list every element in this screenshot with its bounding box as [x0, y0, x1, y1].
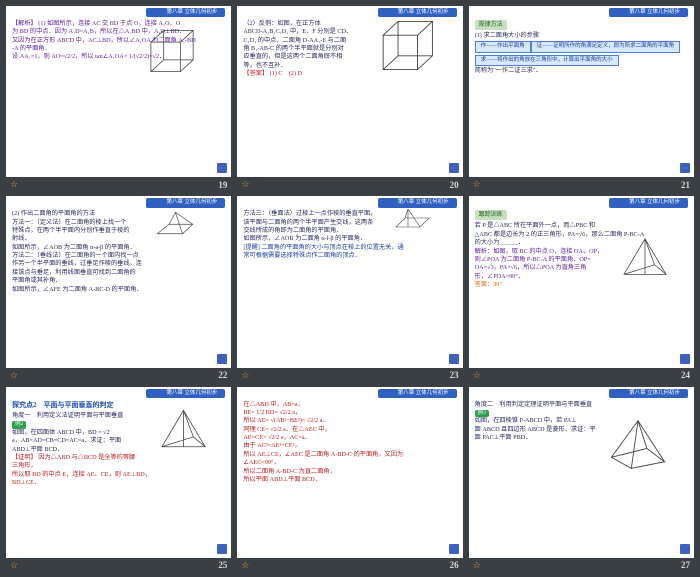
slide-label-row: ☆ 23 [237, 368, 462, 381]
slide-number: 26 [450, 560, 459, 570]
text-line: 三角形， [12, 462, 225, 470]
slide-footer-icon [217, 354, 227, 364]
slide-wrap: 第八章 立体几何初步角度二 利用判定定理证明平面与平面垂直例3 如图，在四棱锥 … [469, 387, 694, 571]
text-line: ∠AEC=90°， [243, 459, 456, 467]
text-line: 简称为"一作二证三求"． [475, 67, 688, 75]
slide-number: 19 [218, 180, 227, 190]
text-line: [提醒] 二面角的平面角的大小与顶点在棱上的位置无关，通 [243, 244, 456, 252]
example-badge: 例2 [12, 421, 26, 428]
slide-chapter-header: 第八章 立体几何初步 [146, 8, 225, 17]
text-line: 所以取 BD 的中点 E，连接 AE、CE，则 AE⊥BD， [12, 471, 225, 479]
slide-wrap: 第八章 立体几何初步规律方法 (1) 求二面角大小的步骤作——作出平面角证——证明… [469, 6, 694, 190]
slide-wrap: 第八章 立体几何初步（2）反例：如图，在正方体ABCD-A₁B₁C₁D₁ 中，E… [237, 6, 462, 190]
slide: 第八章 立体几何初步在△ABD 中，AB=a，BE= 1/2 BD= √2/2 … [237, 387, 462, 558]
text-line: 作另一个半平面的垂线，过垂足作棱的垂线，连 [12, 260, 225, 268]
text-line: (1) 求二面角大小的步骤 [475, 32, 688, 40]
slide-chapter-header: 第八章 立体几何初步 [609, 198, 688, 207]
slide-content: 在△ABD 中，AB=a，BE= 1/2 BD= √2/2 a，所以 AE= √… [243, 401, 456, 485]
slide-chapter-header: 第八章 立体几何初步 [609, 8, 688, 17]
slide-wrap: 第八章 立体几何初步探究点2 平面与平面垂直的判定角度一 利用定义法证明平面与平… [6, 387, 231, 571]
slide-label-row: ☆ 22 [6, 368, 231, 381]
text-line: BD⊥CE． [12, 479, 225, 487]
geometry-diagram [146, 26, 201, 76]
favorite-star-icon[interactable]: ☆ [10, 370, 18, 381]
method-step-box: 求——将作出的角放在三角形中，计算出平面角的大小 [475, 55, 619, 66]
slide-footer-icon [217, 163, 227, 173]
text-line: 同理 CE= √2/2 a．在△AEC 中， [243, 426, 456, 434]
slide: 第八章 立体几何初步（2）反例：如图，在正方体ABCD-A₁B₁C₁D₁ 中，E… [237, 6, 462, 177]
favorite-star-icon[interactable]: ☆ [241, 179, 249, 190]
slide-chapter-header: 第八章 立体几何初步 [609, 389, 688, 398]
text-line: 平面角或其补角． [12, 277, 225, 285]
method-step-box: 证——证明所作的角满足定义，即为所求二面角的平面角 [531, 41, 681, 52]
text-line: 若 P 是△ABC 所在平面外一点，而△PBC 和 [475, 222, 688, 230]
text-line: 角度二 利用判定定理证明平面与平面垂直 [475, 401, 688, 409]
geometry-diagram [146, 210, 208, 248]
text-line: 所以 AE⊥CE，∠AEC 是二面角 A-BD-C 的平面角，又因为 [243, 451, 456, 459]
section-label: 跟踪训练 [475, 210, 507, 220]
slide-label-row: ☆ 25 [6, 558, 231, 571]
slide: 第八章 立体几何初步探究点2 平面与平面垂直的判定角度一 利用定义法证明平面与平… [6, 387, 231, 558]
slide-label-row: ☆ 19 [6, 177, 231, 190]
slide-chapter-header: 第八章 立体几何初步 [146, 389, 225, 398]
slide-footer-icon [449, 354, 459, 364]
geometry-diagram [377, 18, 442, 73]
favorite-star-icon[interactable]: ☆ [473, 370, 481, 381]
slide: 第八章 立体几何初步规律方法 (1) 求二面角大小的步骤作——作出平面角证——证明… [469, 6, 694, 177]
slide-number: 23 [450, 370, 459, 380]
text-line: 所以 AE= √(AB²−BE²)= √2/2 a． [243, 417, 456, 425]
slide-label-row: ☆ 24 [469, 368, 694, 381]
slide-label-row: ☆ 21 [469, 177, 694, 190]
slide-footer-icon [680, 544, 690, 554]
geometry-diagram [382, 206, 440, 242]
slide-number: 25 [218, 560, 227, 570]
slide-label-row: ☆ 20 [237, 177, 462, 190]
slide-footer-icon [680, 354, 690, 364]
slide-number: 24 [681, 370, 690, 380]
text-line: 常可根据需要选择特殊点作二面角的顶点． [243, 252, 456, 260]
slide-number: 20 [450, 180, 459, 190]
slide-footer-icon [217, 544, 227, 554]
text-line: 在△ABD 中，AB=a， [243, 401, 456, 409]
slide: 第八章 立体几何初步【解析】 (1) 如图所示，连接 AC 交 BD 于点 O，… [6, 6, 231, 177]
slide-chapter-header: 第八章 立体几何初步 [378, 389, 457, 398]
slide-footer-icon [680, 163, 690, 173]
favorite-star-icon[interactable]: ☆ [10, 179, 18, 190]
favorite-star-icon[interactable]: ☆ [241, 370, 249, 381]
slide-number: 22 [218, 370, 227, 380]
geometry-diagram [607, 417, 669, 471]
text-line: 接该点与垂足，利用线面垂直可找到二面角的 [12, 269, 225, 277]
slide-chapter-header: 第八章 立体几何初步 [146, 198, 225, 207]
geometry-diagram [156, 407, 211, 455]
favorite-star-icon[interactable]: ☆ [473, 179, 481, 190]
slide-label-row: ☆ 26 [237, 558, 462, 571]
slide-wrap: 第八章 立体几何初步【解析】 (1) 如图所示，连接 AC 交 BD 于点 O，… [6, 6, 231, 190]
slide-footer-icon [449, 163, 459, 173]
slide: 第八章 立体几何初步方法三：（垂面法）过棱上一点作棱的垂直平面，该平面与二面角的… [237, 196, 462, 367]
slide-wrap: 第八章 立体几何初步在△ABD 中，AB=a，BE= 1/2 BD= √2/2 … [237, 387, 462, 571]
slide: 第八章 立体几何初步跟踪训练若 P 是△ABC 所在平面外一点，而△PBC 和△… [469, 196, 694, 367]
section-label: 规律方法 [475, 20, 507, 30]
text-line: 【证明】 因为△ABD 与△BCD 是全等的等腰 [12, 454, 225, 462]
text-line: 所以平面 ABD⊥平面 BCD． [243, 476, 456, 484]
slide: 第八章 立体几何初步角度二 利用判定定理证明平面与平面垂直例3 如图，在四棱锥 … [469, 387, 694, 558]
slide-footer-icon [449, 544, 459, 554]
text-line: 如图所示，∠AFE 为二面角 A-BC-D 的平面角． [12, 286, 225, 294]
favorite-star-icon[interactable]: ☆ [10, 560, 18, 571]
text-line: 所以二面角 A-BD-C 为直二面角， [243, 468, 456, 476]
favorite-star-icon[interactable]: ☆ [241, 560, 249, 571]
slide-number: 21 [681, 180, 690, 190]
method-step-box: 作——作出平面角 [475, 41, 531, 52]
slide-chapter-header: 第八章 立体几何初步 [378, 8, 457, 17]
slide-number: 27 [681, 560, 690, 570]
geometry-diagram [617, 236, 673, 282]
slide-wrap: 第八章 立体几何初步(2) 作出二面角的平面角的方法方法一：（定义法）在二面角的… [6, 196, 231, 380]
slide-content: 规律方法 (1) 求二面角大小的步骤作——作出平面角证——证明所作的角满足定义，即… [475, 20, 688, 76]
text-line: 由于 AC²=AE²+CE²， [243, 442, 456, 450]
slide-wrap: 第八章 立体几何初步方法三：（垂面法）过棱上一点作棱的垂直平面，该平面与二面角的… [237, 196, 462, 380]
slide-wrap: 第八章 立体几何初步跟踪训练若 P 是△ABC 所在平面外一点，而△PBC 和△… [469, 196, 694, 380]
slide-label-row: ☆ 27 [469, 558, 694, 571]
slide: 第八章 立体几何初步(2) 作出二面角的平面角的方法方法一：（定义法）在二面角的… [6, 196, 231, 367]
favorite-star-icon[interactable]: ☆ [473, 560, 481, 571]
